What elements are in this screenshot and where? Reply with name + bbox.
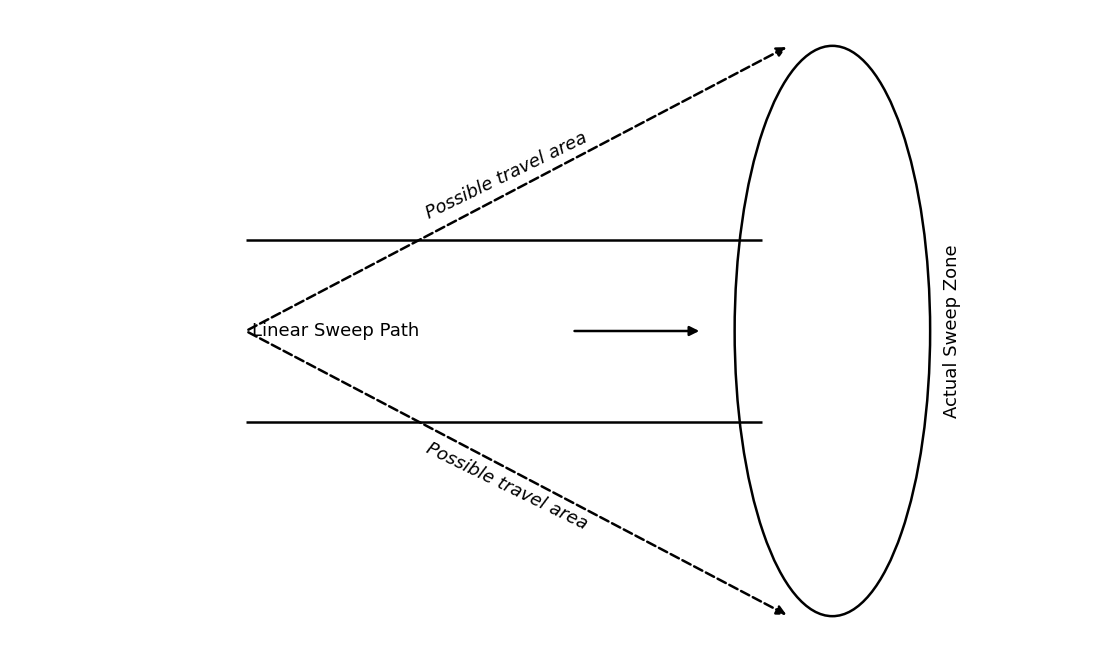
Text: Possible travel area: Possible travel area [424, 440, 591, 534]
Text: Linear Sweep Path: Linear Sweep Path [252, 322, 420, 340]
Text: Actual Sweep Zone: Actual Sweep Zone [943, 244, 961, 418]
Text: Possible travel area: Possible travel area [424, 128, 591, 222]
